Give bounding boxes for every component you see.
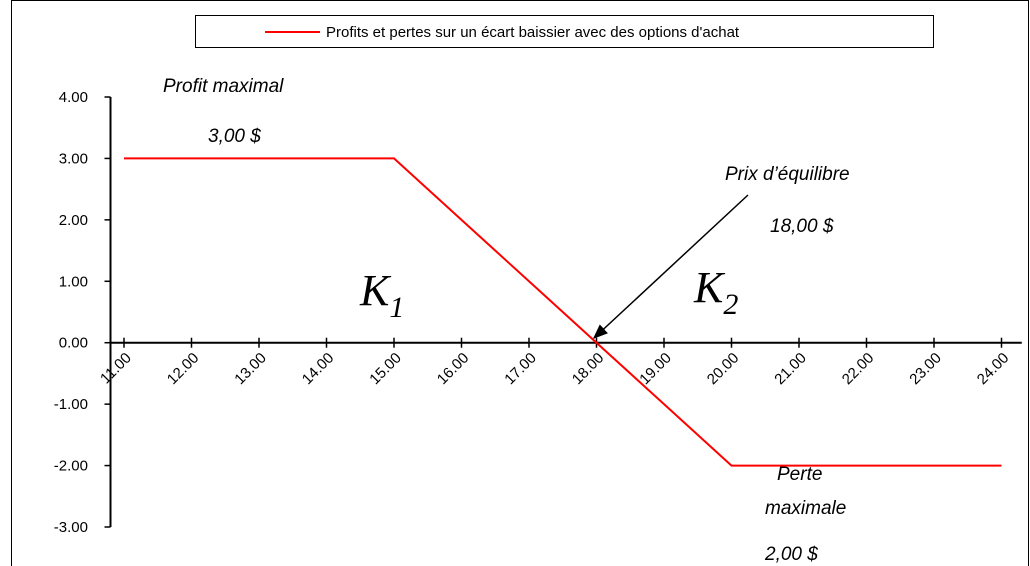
y-tick-label: -1.00 [54, 396, 88, 413]
arrow [592, 194, 749, 340]
x-tick-label: 16.00 [434, 350, 473, 389]
annotation: maximale [765, 498, 846, 519]
annotation: K2 [693, 263, 738, 321]
x-tick-label: 12.00 [164, 350, 203, 389]
annotation: K1 [359, 266, 404, 324]
k-sub: 1 [389, 291, 404, 324]
y-tick-label: 1.00 [59, 273, 88, 290]
x-tick-label: 19.00 [636, 350, 675, 389]
y-tick-label: 2.00 [59, 212, 88, 229]
y-tick-label: 0.00 [59, 335, 88, 352]
x-tick-label: 11.00 [97, 350, 135, 388]
y-tick-label: 3.00 [59, 150, 88, 167]
legend: Profits et pertes sur un écart baissier … [195, 15, 934, 48]
k-label: K [693, 263, 726, 312]
y-tick-label: -2.00 [54, 458, 88, 475]
y-tick-label: 4.00 [59, 89, 88, 106]
x-tick-label: 15.00 [366, 350, 405, 389]
annotation: 3,00 $ [208, 126, 261, 147]
k-label: K [359, 266, 392, 315]
x-tick-label: 18.00 [569, 350, 608, 389]
annotation: 18,00 $ [770, 216, 834, 237]
annotation: Profit maximal [163, 76, 284, 97]
x-tick-label: 20.00 [704, 350, 743, 389]
x-tick-label: 22.00 [839, 350, 878, 389]
y-tick-label: -3.00 [54, 519, 88, 536]
annotation: Prix d’équilibre [725, 164, 850, 185]
x-tick-label: 24.00 [974, 350, 1013, 389]
legend-box [195, 15, 934, 48]
x-tick-label: 17.00 [501, 350, 540, 389]
annotation: Perte [777, 464, 822, 485]
annotation: 2,00 $ [764, 544, 818, 565]
frame [11, 0, 1029, 566]
legend-label: Profits et pertes sur un écart baissier … [326, 24, 740, 41]
series-line [124, 157, 1002, 467]
k-sub: 2 [723, 288, 738, 321]
x-tick-label: 23.00 [906, 350, 945, 389]
x-tick-label: 13.00 [231, 350, 270, 389]
x-tick-label: 21.00 [771, 350, 810, 389]
x-tick-label: 14.00 [299, 350, 338, 389]
